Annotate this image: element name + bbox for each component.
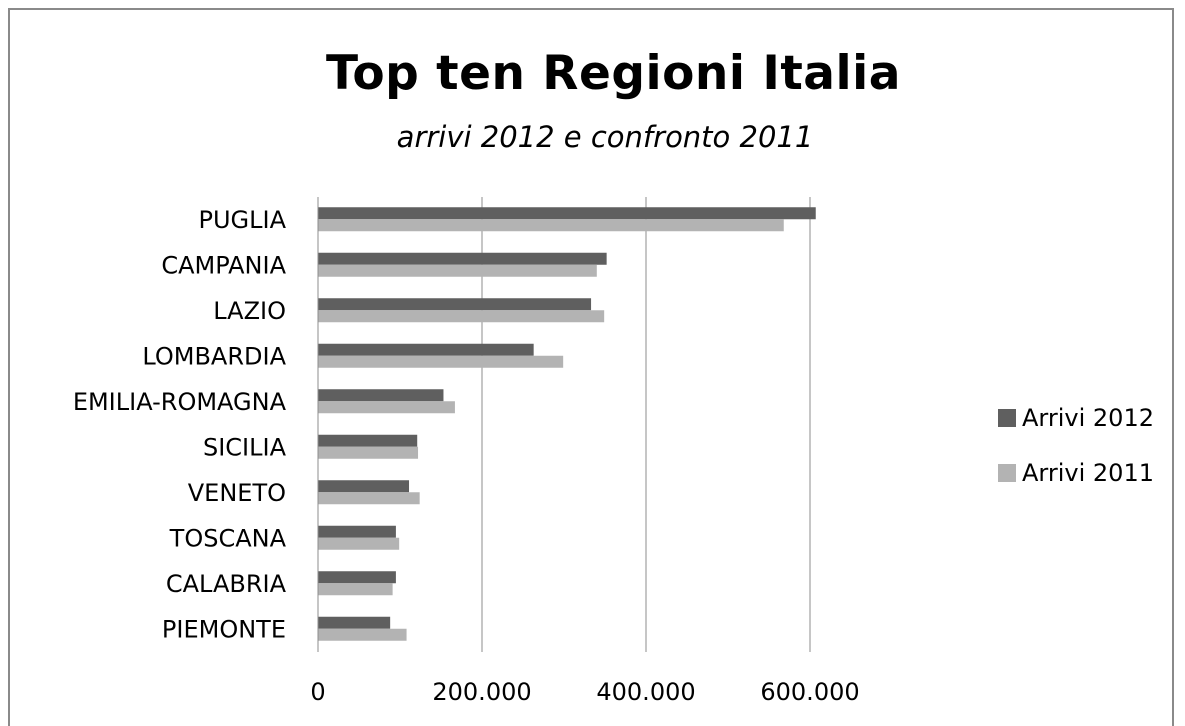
bar-arrivi-2011 (318, 310, 605, 323)
x-tick-label: 0 (310, 678, 325, 706)
bar-arrivi-2012 (318, 616, 391, 629)
category-label: VENETO (188, 479, 286, 507)
category-label: CALABRIA (166, 570, 287, 598)
bar-arrivi-2012 (318, 525, 396, 538)
legend-item-arrivi-2011: Arrivi 2011 (998, 457, 1154, 489)
bar-arrivi-2012 (318, 571, 396, 584)
x-tick-label: 400.000 (596, 678, 695, 706)
chart-title: Top ten Regioni Italia (326, 46, 901, 101)
category-label: LAZIO (213, 297, 286, 325)
x-tick-label: 200.000 (432, 678, 531, 706)
bar-arrivi-2012 (318, 389, 444, 402)
category-label: TOSCANA (169, 524, 287, 552)
legend-swatch-arrivi-2012 (998, 409, 1016, 427)
x-tick-label: 600.000 (760, 678, 859, 706)
bar-arrivi-2011 (318, 492, 420, 505)
bar-arrivi-2011 (318, 537, 400, 550)
category-label: PIEMONTE (162, 615, 286, 643)
bar-arrivi-2011 (318, 219, 784, 232)
bar-arrivi-2012 (318, 207, 816, 220)
bar-arrivi-2011 (318, 583, 393, 596)
bar-arrivi-2012 (318, 298, 592, 311)
chart-frame (8, 8, 1174, 726)
bar-arrivi-2012 (318, 343, 534, 356)
bar-arrivi-2011 (318, 628, 407, 641)
legend: Arrivi 2012 Arrivi 2011 (998, 402, 1154, 512)
legend-label-arrivi-2012: Arrivi 2012 (1022, 404, 1154, 432)
bars (318, 207, 816, 641)
bar-arrivi-2011 (318, 446, 419, 459)
bar-arrivi-2012 (318, 434, 418, 447)
category-labels: PUGLIA CAMPANIA LAZIO LOMBARDIA EMILIA-ROMAG… (73, 206, 287, 644)
bar-arrivi-2012 (318, 480, 410, 493)
bar-arrivi-2011 (318, 355, 564, 368)
chart-subtitle: arrivi 2012 e confronto 2011 (396, 120, 814, 154)
legend-label-arrivi-2011: Arrivi 2011 (1022, 459, 1154, 487)
x-tick-labels: 0 200.000 400.000 600.000 (310, 678, 859, 706)
category-label: LOMBARDIA (142, 342, 286, 370)
category-label: SICILIA (203, 433, 287, 461)
category-label: PUGLIA (198, 206, 286, 234)
legend-swatch-arrivi-2011 (998, 464, 1016, 482)
category-label: EMILIA-ROMAGNA (73, 388, 287, 416)
category-label: CAMPANIA (161, 251, 286, 279)
bar-arrivi-2011 (318, 264, 597, 277)
bar-arrivi-2012 (318, 252, 607, 265)
bar-arrivi-2011 (318, 401, 455, 414)
legend-item-arrivi-2012: Arrivi 2012 (998, 402, 1154, 434)
